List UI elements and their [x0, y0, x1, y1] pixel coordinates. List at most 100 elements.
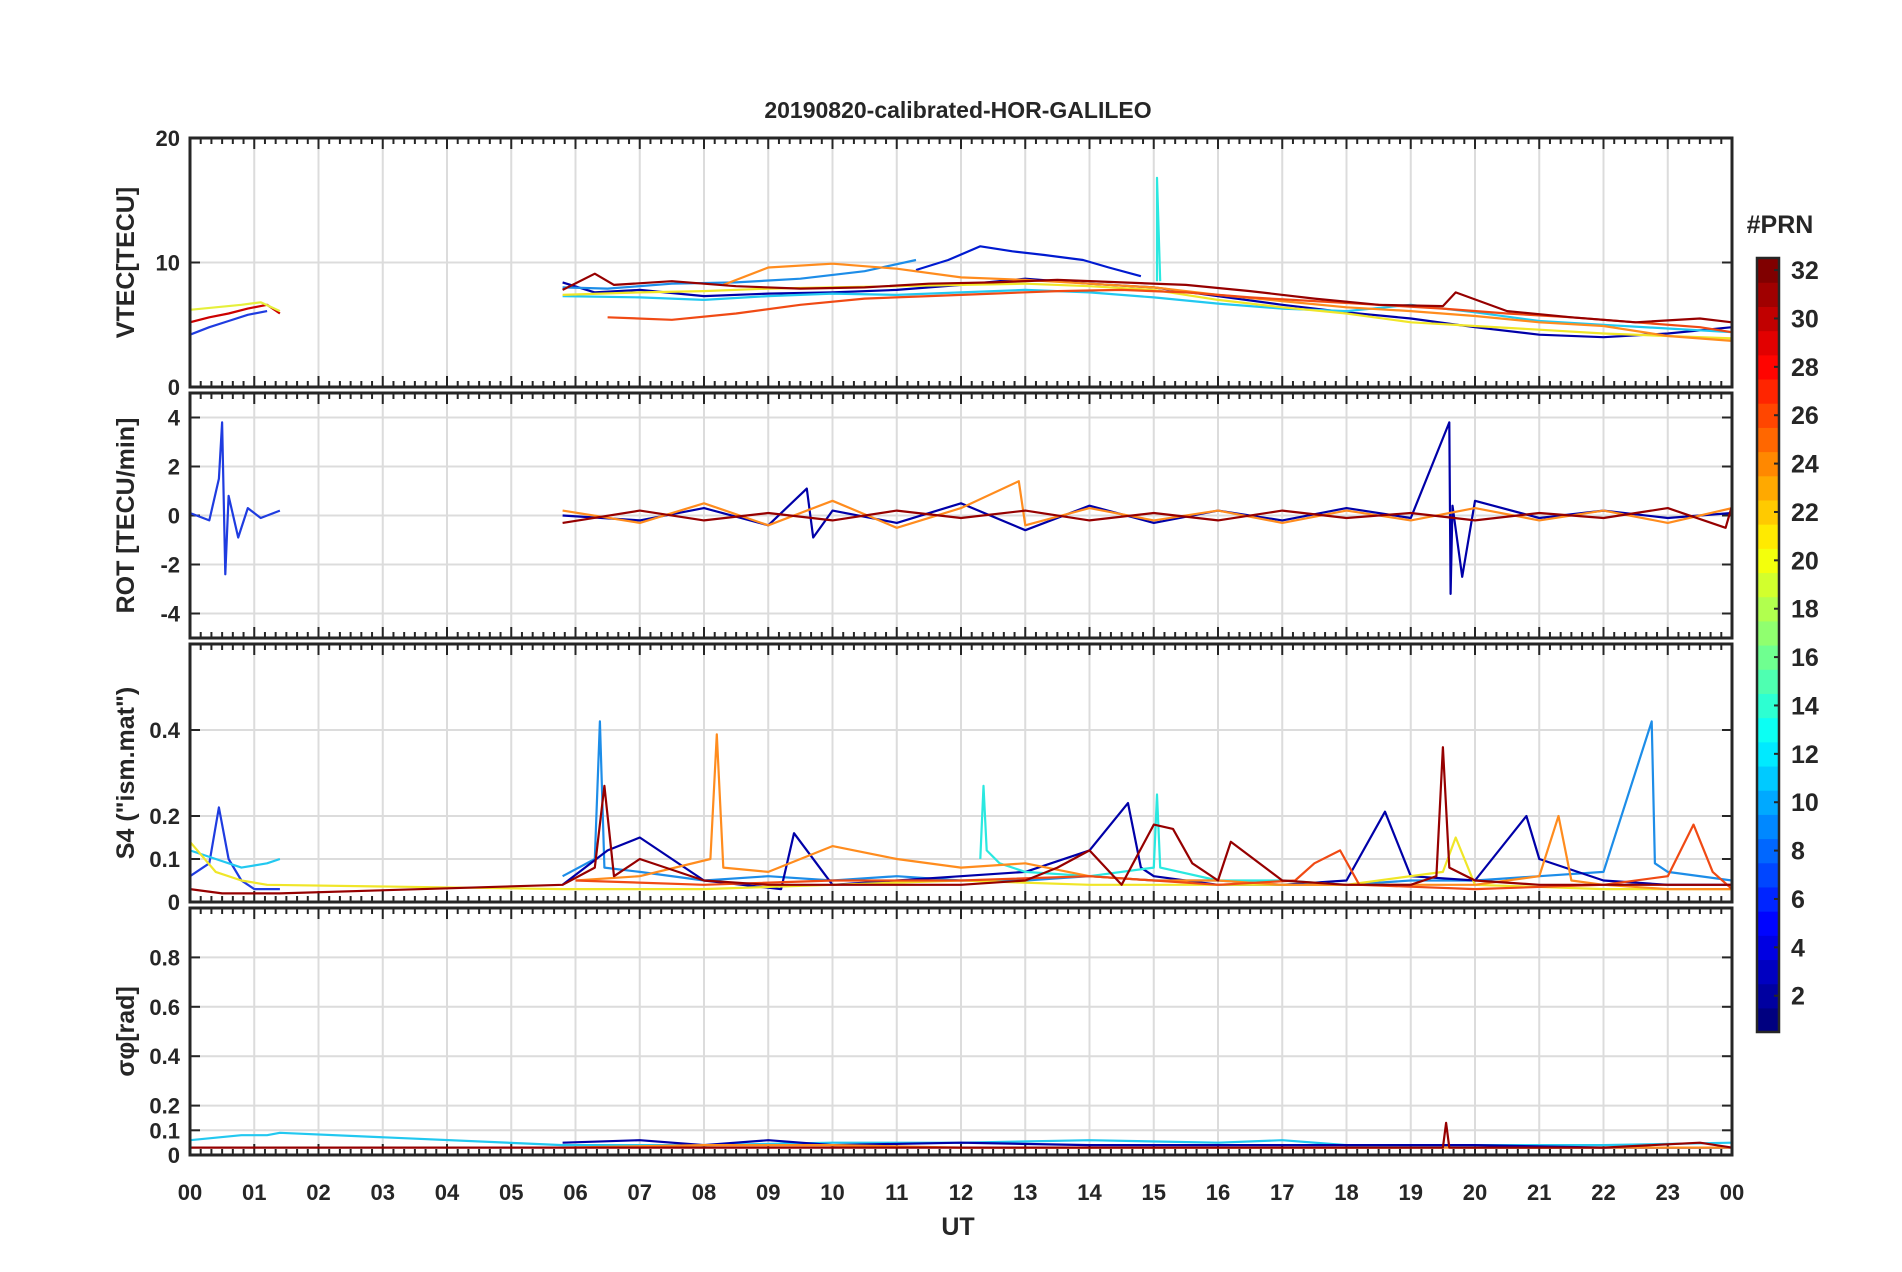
x-tick-label: 17	[1270, 1180, 1294, 1205]
colorbar-segment	[1757, 548, 1779, 574]
x-axis-tick-labels: 00 01 02 03 04 05 06 07 08 09 10 11 12 13 14 15 16 17 18 19…	[178, 1180, 1744, 1205]
series-line-prn-31	[190, 1121, 1732, 1149]
colorbar-segment	[1757, 693, 1779, 719]
y-tick-label: 0	[168, 375, 180, 400]
y-tick-label: 0.4	[149, 718, 180, 743]
series-line-prn-26	[575, 823, 1732, 891]
x-tick-label: 11	[885, 1180, 908, 1205]
colorbar-tick-label: 22	[1791, 499, 1819, 527]
colorbar-segment	[1757, 620, 1779, 646]
x-tick-label: 00	[178, 1180, 202, 1205]
colorbar-segment	[1757, 765, 1779, 791]
x-tick-label: 02	[306, 1180, 330, 1205]
series-line-prn-23	[562, 480, 1732, 529]
panel-2: -4 -2 0 2 4 ROT [TECU/min]	[112, 391, 1734, 640]
y-tick-label: 0	[168, 504, 180, 529]
y-tick-label: 0.8	[149, 945, 180, 970]
series-line-prn-31	[562, 505, 1732, 529]
colorbar-frame	[1755, 256, 1781, 1034]
x-tick-label: 10	[820, 1180, 844, 1205]
x-tick-label: 23	[1656, 1180, 1680, 1205]
y-axis-label: S4 ("ism.mat")	[112, 687, 140, 859]
y-axis-label: VTEC[TECU]	[112, 187, 140, 338]
colorbar-segment	[1757, 669, 1779, 694]
y-tick-label: 0.1	[149, 847, 180, 872]
series-group	[190, 421, 1732, 596]
y-tick-label: 0.2	[149, 804, 180, 829]
colorbar-segment	[1757, 717, 1779, 743]
colorbar-segment	[1757, 911, 1779, 936]
colorbar-segment	[1757, 596, 1779, 622]
x-tick-label: 14	[1077, 1180, 1102, 1205]
colorbar-tick-label: 30	[1791, 305, 1819, 333]
colorbar-tick-label: 6	[1791, 886, 1805, 914]
x-tick-label: 04	[435, 1180, 460, 1205]
y-tick-label: 2	[168, 455, 180, 480]
colorbar-segment	[1757, 258, 1779, 283]
colorbar-segment	[1757, 499, 1779, 525]
x-tick-label: 12	[949, 1180, 973, 1205]
colorbar-segment	[1757, 814, 1779, 840]
panel-frame	[188, 391, 1734, 640]
panel-frame	[188, 642, 1734, 904]
series-line-prn-20	[562, 282, 1732, 340]
series-line-prn-13	[1155, 176, 1162, 282]
chart-title: 20190820-calibrated-HOR-GALILEO	[764, 97, 1151, 123]
colorbar-segment	[1757, 475, 1779, 501]
colorbar-tick-label: 16	[1791, 644, 1819, 672]
x-tick-label: 21	[1527, 1180, 1551, 1205]
y-tick-label: 0	[168, 1143, 180, 1168]
colorbar-tick-label: 8	[1791, 838, 1805, 866]
x-tick-label: 09	[756, 1180, 780, 1205]
colorbar-title: #PRN	[1747, 211, 1814, 239]
x-tick-label: 07	[628, 1180, 652, 1205]
colorbar-segment	[1757, 427, 1779, 453]
colorbar-tick-label: 28	[1791, 354, 1819, 382]
colorbar-segment	[1757, 886, 1779, 912]
colorbar-segment	[1757, 306, 1779, 332]
y-tick-label: 0.1	[149, 1118, 180, 1143]
colorbar-segment	[1757, 451, 1779, 477]
y-tick-label: 0.2	[149, 1094, 180, 1119]
x-tick-label: 05	[499, 1180, 523, 1205]
colorbar-tick-label: 4	[1791, 934, 1805, 962]
x-tick-label: 06	[563, 1180, 587, 1205]
colorbar-tick-label: 20	[1791, 547, 1819, 575]
x-tick-label: 22	[1591, 1180, 1615, 1205]
series-line-prn-3	[561, 801, 1732, 891]
series-group	[190, 1121, 1732, 1149]
y-tick-label: 4	[168, 406, 181, 431]
series-line-prn-4	[915, 245, 1142, 278]
y-tick-label: 20	[156, 126, 180, 151]
colorbar-segment	[1757, 862, 1779, 888]
colorbar-tick-label: 14	[1791, 692, 1819, 720]
y-axis-label: σφ[rad]	[112, 986, 140, 1077]
colorbar-segment	[1757, 330, 1779, 356]
y-tick-label: 10	[156, 251, 180, 276]
y-axis-label: ROT [TECU/min]	[112, 418, 140, 614]
colorbar-segment	[1757, 524, 1779, 549]
colorbar-segment	[1757, 1007, 1779, 1033]
x-tick-label: 03	[371, 1180, 395, 1205]
y-tick-label: 0	[168, 890, 180, 915]
series-line-prn-12	[562, 288, 1732, 334]
series-group	[190, 720, 1732, 895]
colorbar-segment	[1757, 983, 1779, 1009]
series-group	[190, 176, 1732, 342]
series-line-prn-6	[190, 421, 281, 576]
x-tick-label: 20	[1463, 1180, 1487, 1205]
series-line-prn-31	[562, 272, 1732, 324]
panel-1: 0 10 20 VTEC[TECU]	[112, 126, 1734, 400]
colorbar-segment	[1757, 645, 1779, 670]
colorbar-segment	[1757, 378, 1779, 404]
colorbar-tick-label: 10	[1791, 789, 1819, 817]
colorbar-tick-label: 2	[1791, 983, 1805, 1011]
x-tick-label: 01	[242, 1180, 266, 1205]
colorbar-segment	[1757, 959, 1779, 985]
y-tick-label: -2	[160, 553, 180, 578]
x-tick-label: 08	[692, 1180, 716, 1205]
x-tick-label: 15	[1142, 1180, 1166, 1205]
x-tick-label: 00	[1720, 1180, 1744, 1205]
